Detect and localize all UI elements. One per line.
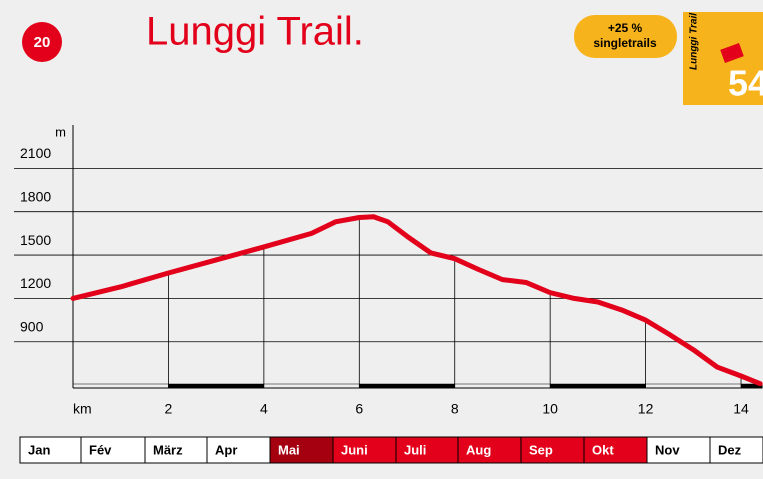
- month-label: Juni: [341, 442, 368, 457]
- month-label: Nov: [655, 442, 680, 457]
- scale-segment: [359, 384, 455, 388]
- number: 20: [34, 34, 51, 51]
- title: Lunggi Trail.: [146, 10, 364, 54]
- month-label: März: [153, 442, 183, 457]
- scale-segment: [168, 384, 264, 388]
- x-tick-label: 4: [260, 401, 268, 417]
- month-label: Sep: [529, 442, 553, 457]
- month-cell: [520, 436, 585, 464]
- cover-number: 54: [728, 63, 763, 104]
- x-tick-label: 2: [165, 401, 173, 417]
- y-tick-label: 900: [20, 318, 44, 334]
- month-cell: [206, 436, 271, 464]
- x-tick-label: 14: [733, 401, 749, 417]
- month-label: Fév: [89, 442, 112, 457]
- scale-segment: [550, 384, 646, 388]
- badge-line: +25 %: [608, 21, 643, 35]
- month-label: Aug: [466, 442, 491, 457]
- month-label: Juli: [404, 442, 426, 457]
- month-cell: [19, 436, 82, 464]
- month-cell: [80, 436, 146, 464]
- badge-line: singletrails: [593, 36, 657, 50]
- y-axis-label: m: [55, 124, 66, 139]
- scale-segment: [741, 384, 763, 388]
- month-cell: [332, 436, 397, 464]
- month-cell: [709, 436, 763, 464]
- cover-title: Lunggi Trail: [689, 13, 700, 70]
- x-tick-label: 10: [542, 401, 558, 417]
- y-tick-label: 1800: [20, 188, 51, 204]
- month-label: Okt: [592, 442, 614, 457]
- month-cell: [457, 436, 522, 464]
- month-cell: [583, 436, 648, 464]
- x-tick-label: 12: [638, 401, 654, 417]
- book-cover: [683, 12, 763, 105]
- cover-logo: [720, 43, 744, 63]
- number-badge: [22, 22, 62, 62]
- y-tick-label: 2100: [20, 145, 51, 161]
- y-tick-label: 1200: [20, 275, 51, 291]
- month-cell: [144, 436, 208, 464]
- month-cell: [269, 436, 334, 464]
- x-tick-label: km: [73, 401, 92, 417]
- month-label: Mai: [278, 442, 300, 457]
- y-tick-label: 1500: [20, 232, 51, 248]
- singletrail-badge: [574, 15, 677, 58]
- x-tick-label: 6: [355, 401, 363, 417]
- x-tick-label: 8: [451, 401, 459, 417]
- month-cell: [395, 436, 459, 464]
- month-label: Apr: [215, 442, 237, 457]
- month-label: Dez: [718, 442, 742, 457]
- month-label: Jan: [28, 442, 50, 457]
- elevation-line: [70, 214, 763, 387]
